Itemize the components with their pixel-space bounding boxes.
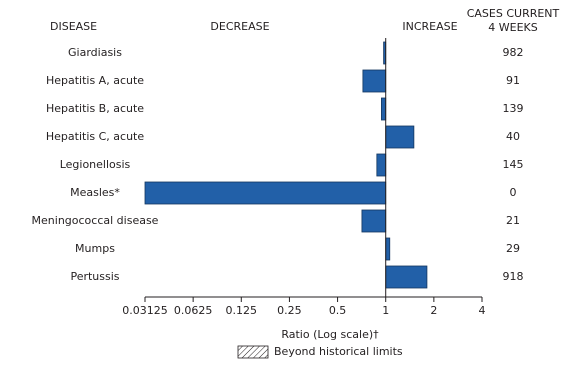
bar (385, 125, 415, 149)
x-tick-label: 0.5 (329, 304, 347, 317)
category-label: Hepatitis B, acute (46, 102, 144, 115)
bar (376, 153, 387, 177)
cases-header: CASES CURRENT (467, 7, 560, 20)
x-tick-label: 1 (382, 304, 389, 317)
cases-value: 145 (503, 158, 524, 171)
category-label: Measles* (70, 186, 120, 199)
bar (362, 69, 387, 93)
cases-header: 4 WEEKS (488, 21, 537, 34)
cases-value: 21 (506, 214, 520, 227)
bar (385, 237, 391, 261)
x-axis-label: Ratio (Log scale)† (281, 328, 379, 341)
x-tick-label: 0.125 (226, 304, 258, 317)
x-tick-label: 0.0625 (174, 304, 213, 317)
cases-value: 0 (510, 186, 517, 199)
cases-value: 29 (506, 242, 520, 255)
category-label: Hepatitis A, acute (46, 74, 144, 87)
category-label: Meningococcal disease (32, 214, 159, 227)
increase-header: INCREASE (402, 20, 457, 33)
bar (361, 209, 387, 233)
x-tick-label: 4 (479, 304, 486, 317)
bar (385, 265, 428, 289)
decrease-header: DECREASE (210, 20, 269, 33)
cases-value: 40 (506, 130, 520, 143)
legend-swatch (237, 345, 269, 359)
category-label: Pertussis (70, 270, 119, 283)
category-label: Legionellosis (60, 158, 131, 171)
cases-value: 139 (503, 102, 524, 115)
legend-label: Beyond historical limits (274, 345, 403, 358)
cases-value: 91 (506, 74, 520, 87)
bar (144, 181, 387, 205)
category-label: Giardiasis (68, 46, 122, 59)
cases-value: 918 (503, 270, 524, 283)
cases-value: 982 (503, 46, 524, 59)
disease-header: DISEASE (50, 20, 97, 33)
x-tick-label: 2 (430, 304, 437, 317)
category-label: Mumps (75, 242, 115, 255)
category-label: Hepatitis C, acute (46, 130, 144, 143)
x-tick-label: 0.25 (277, 304, 302, 317)
bar (381, 97, 387, 121)
x-tick-label: 0.03125 (122, 304, 168, 317)
